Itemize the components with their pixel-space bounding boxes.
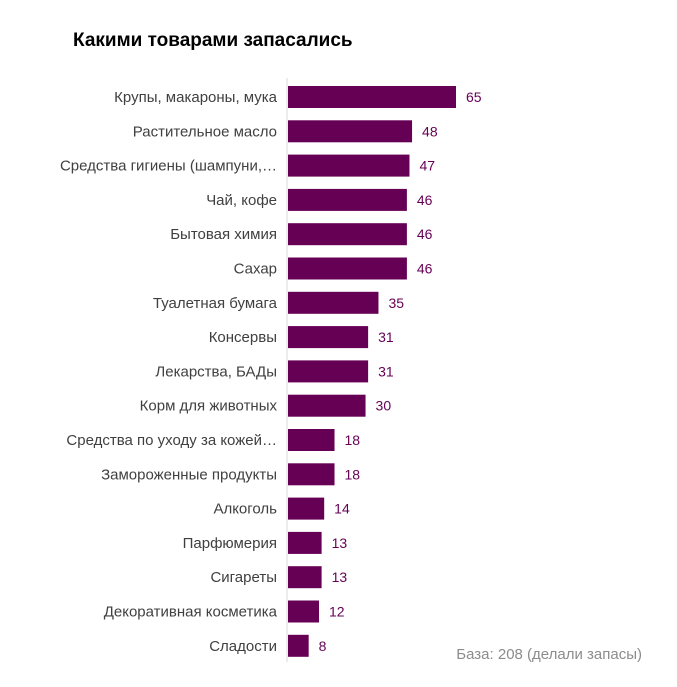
- category-label: Парфюмерия: [183, 535, 277, 552]
- category-label: Средства гигиены (шампуни,…: [60, 158, 277, 175]
- bar: [288, 497, 325, 520]
- category-label: Замороженные продукты: [101, 466, 277, 483]
- bar: [288, 531, 322, 554]
- value-label: 48: [422, 123, 438, 139]
- value-label: 14: [334, 501, 350, 517]
- category-label: Бытовая химия: [170, 226, 277, 243]
- category-label: Алкоголь: [213, 501, 277, 518]
- value-label: 13: [332, 569, 348, 585]
- category-label: Декоративная косметика: [104, 604, 278, 621]
- bar: [288, 634, 309, 657]
- category-label: Сладости: [209, 638, 277, 655]
- chart-title: Какими товарами запасались: [73, 30, 353, 51]
- bar: [288, 120, 413, 143]
- bar: [288, 566, 322, 589]
- value-label: 12: [329, 604, 345, 620]
- bar: [288, 223, 407, 246]
- bar: [288, 291, 379, 314]
- value-label: 18: [345, 432, 361, 448]
- bar: [288, 463, 335, 486]
- category-label: Туалетная бумага: [153, 295, 278, 312]
- value-label: 46: [417, 192, 433, 208]
- value-label: 31: [378, 329, 394, 345]
- base-note: База: 208 (делали запасы): [456, 646, 642, 663]
- category-label: Корм для животных: [140, 398, 278, 415]
- value-label: 30: [376, 398, 392, 414]
- bar: [288, 257, 407, 280]
- bar: [288, 429, 335, 451]
- category-label: Крупы, макароны, мука: [114, 89, 277, 106]
- value-label: 13: [332, 535, 348, 551]
- value-label: 46: [417, 226, 433, 242]
- value-label: 18: [345, 466, 361, 482]
- bar: [288, 360, 369, 383]
- value-label: 46: [417, 261, 433, 277]
- value-label: 35: [388, 295, 404, 311]
- category-label: Растительное масло: [133, 123, 277, 140]
- category-label: Сахар: [234, 261, 277, 278]
- bar: [288, 600, 320, 623]
- value-label: 8: [319, 638, 327, 654]
- category-label: Лекарства, БАДы: [155, 363, 277, 380]
- value-label: 47: [419, 158, 435, 174]
- category-label: Сигареты: [210, 569, 277, 586]
- bar: [288, 394, 366, 417]
- bar: [288, 326, 369, 349]
- bar: [288, 188, 407, 211]
- value-label: 65: [466, 89, 482, 105]
- category-label: Консервы: [209, 329, 277, 346]
- value-label: 31: [378, 363, 394, 379]
- category-label: Средства по уходу за кожей…: [66, 432, 277, 449]
- bar: [288, 154, 410, 177]
- category-label: Чай, кофе: [206, 192, 277, 209]
- bar: [288, 86, 456, 108]
